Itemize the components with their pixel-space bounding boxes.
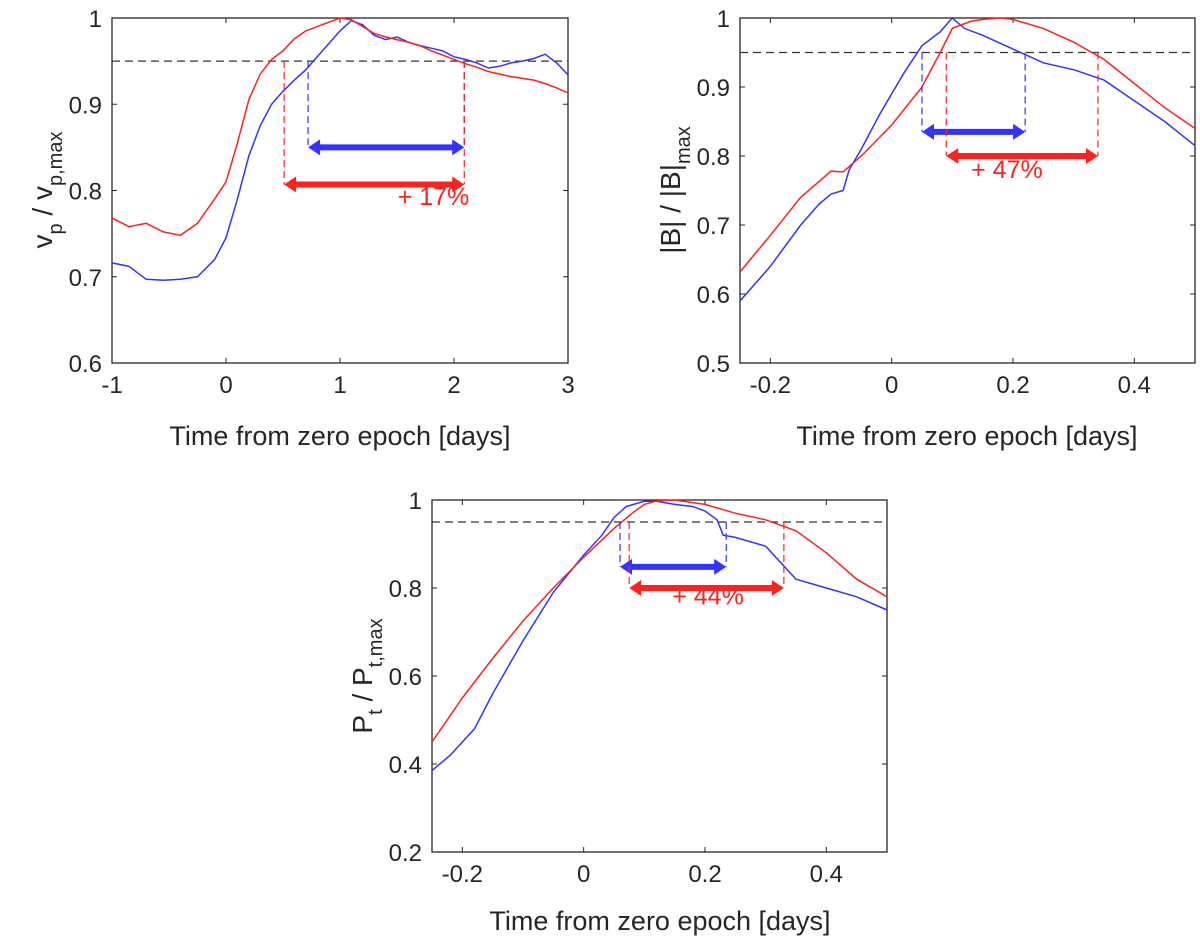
y-tick-label: 0.8: [389, 576, 422, 603]
x-tick-label: 2: [447, 372, 460, 399]
y-tick-label: 0.8: [69, 179, 102, 206]
x-axis-label: Time from zero epoch [days]: [796, 421, 1137, 451]
series-red-line: [111, 17, 569, 237]
y-tick-label: 0.4: [389, 752, 422, 779]
y-axis-label: |B| / |B|max: [655, 126, 695, 254]
axes-box: [111, 17, 569, 364]
y-tick-label: 0.5: [697, 351, 730, 378]
x-tick-label: 1: [333, 372, 346, 399]
tick-group: -1 0 1 2 3 0.6 0.7 0.8 0.9 1: [69, 6, 575, 399]
x-tick-label: 0.4: [1118, 372, 1151, 399]
tick-group: -0.2 0 0.2 0.4 0.2 0.4 0.6 0.8 1: [389, 488, 887, 888]
x-tick-label: -0.2: [442, 861, 483, 888]
x-tick-label: 0: [219, 372, 232, 399]
interval-arrow-head: [308, 139, 321, 156]
y-tick-label: 1: [409, 488, 422, 515]
y-tick-label: 0.7: [697, 213, 730, 240]
y-tick-label: 0.2: [389, 840, 422, 867]
x-tick-label: 0.2: [688, 861, 721, 888]
y-tick-label: 1: [89, 6, 102, 33]
x-tick-label: 0: [577, 861, 590, 888]
series-red-line: [739, 17, 1196, 273]
x-tick-label: 0.4: [810, 861, 843, 888]
panel-total-pressure: -0.2 0 0.2 0.4 0.2 0.4 0.6 0.8 1 + 44% Time from…: [347, 488, 888, 936]
interval-arrow-head: [629, 580, 642, 596]
y-tick-label: 0.9: [69, 92, 102, 119]
interval-arrow-head: [922, 123, 934, 140]
annotation-label: + 47%: [971, 156, 1043, 184]
axes-box: [739, 17, 1196, 364]
y-tick-label: 0.6: [69, 351, 102, 378]
panel-magnetic-field: -0.2 0 0.2 0.4 0.5 0.6 0.7 0.8 0.9 1 + 47% Time f…: [655, 6, 1196, 451]
y-axis-label: vp / vp,max: [27, 132, 67, 249]
interval-group: [619, 522, 785, 596]
x-tick-label: -0.2: [750, 372, 791, 399]
interval-arrow-head: [946, 148, 959, 164]
interval-arrow-head: [452, 176, 465, 193]
annotation-label: + 17%: [398, 183, 470, 211]
y-tick-label: 0.7: [69, 265, 102, 292]
y-axis-label: Pt / Pt,max: [347, 618, 387, 733]
interval-arrow-head: [771, 580, 784, 596]
x-tick-label: 0.2: [996, 372, 1029, 399]
x-axis-label: Time from zero epoch [days]: [169, 421, 510, 451]
interval-arrow-head: [1085, 148, 1098, 164]
tick-group: -0.2 0 0.2 0.4 0.5 0.6 0.7 0.8 0.9 1: [697, 6, 1195, 399]
y-tick-label: 1: [717, 6, 730, 33]
interval-arrow-head: [714, 558, 727, 575]
y-tick-label: 0.8: [697, 144, 730, 171]
interval-arrow-head: [452, 139, 465, 156]
y-tick-label: 0.9: [697, 75, 730, 102]
annotation-label: + 44%: [672, 583, 744, 611]
axes-box: [431, 499, 888, 853]
interval-group: [283, 61, 465, 193]
y-tick-label: 0.6: [389, 664, 422, 691]
series-red-line: [431, 499, 888, 743]
x-tick-label: 3: [561, 372, 574, 399]
y-tick-label: 0.6: [697, 282, 730, 309]
panel-velocity: -1 0 1 2 3 0.6 0.7 0.8 0.9 1 + 17% Time from zero…: [27, 6, 575, 451]
x-axis-label: Time from zero epoch [days]: [489, 906, 830, 936]
series-blue-line: [739, 16, 1196, 302]
interval-group: [921, 52, 1099, 164]
x-tick-label: -1: [101, 372, 122, 399]
interval-arrow-head: [284, 176, 297, 193]
interval-arrow-head: [1013, 123, 1026, 140]
x-tick-label: 0: [885, 372, 898, 399]
